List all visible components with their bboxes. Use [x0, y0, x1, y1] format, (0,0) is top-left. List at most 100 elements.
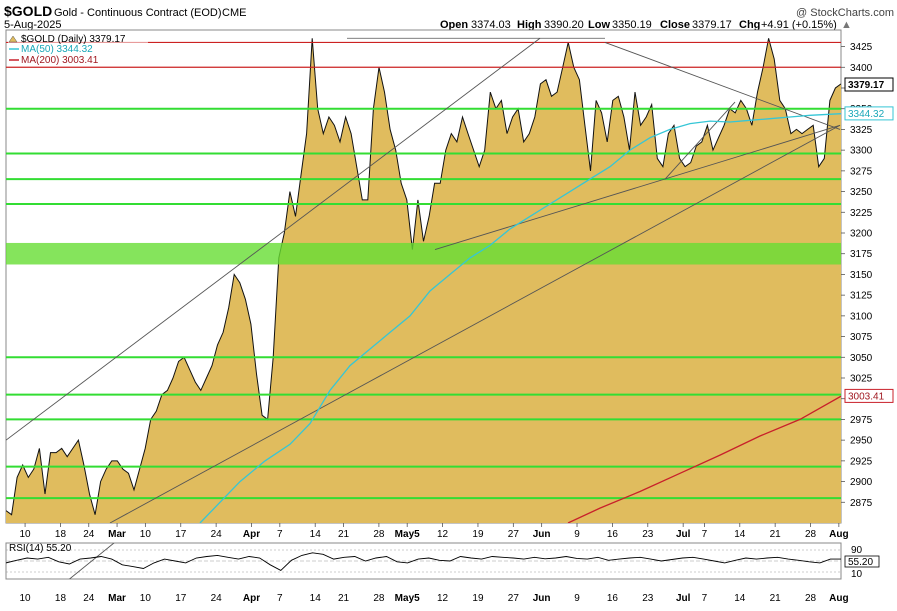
price-legend-icon	[8, 35, 18, 43]
x-tick-label: Jul	[676, 593, 691, 604]
x-tick-label: 23	[642, 529, 654, 540]
x-tick-label: 12	[437, 593, 449, 604]
exchange: CME	[222, 7, 246, 19]
chart-date: 5-Aug-2025	[4, 19, 62, 31]
y-tick-label: 2900	[850, 477, 873, 488]
high-label: High	[517, 19, 542, 31]
y-tick-label: 3075	[850, 332, 873, 343]
y-tick-label: 3250	[850, 187, 873, 198]
trend-line-extension	[68, 543, 115, 579]
y-tick-label: 3400	[850, 63, 873, 74]
x-tick-label: 18	[55, 529, 67, 540]
chg-label: Chg	[739, 19, 760, 31]
y-tick-label: 3125	[850, 291, 873, 302]
x-tick-label: 9	[574, 529, 580, 540]
x-tick-label: 28	[373, 593, 385, 604]
trend-line	[604, 42, 841, 130]
x-tick-label: 21	[338, 529, 350, 540]
x-tick-label: Apr	[243, 529, 260, 540]
x-tick-label: 14	[310, 529, 322, 540]
y-tick-label: 3275	[850, 166, 873, 177]
x-tick-label: Mar	[108, 593, 126, 604]
chg-arrow-icon: ▲	[841, 19, 852, 31]
x-tick-label: Apr	[243, 593, 260, 604]
y-tick-label: 3050	[850, 353, 873, 364]
x-tick-label: 24	[211, 529, 223, 540]
x-tick-label: 21	[770, 593, 782, 604]
x-tick-label: 28	[805, 593, 817, 604]
x-tick-label: 7	[277, 529, 283, 540]
y-tick-label: 3175	[850, 249, 873, 260]
trend-line	[109, 124, 841, 523]
legend-ma50: MA(50) 3344.32	[21, 44, 93, 55]
x-tick-label: Jun	[533, 529, 551, 540]
y-tick-label: 3300	[850, 146, 873, 157]
legend-price: $GOLD (Daily) 3379.17	[21, 34, 126, 45]
low-value: 3350.19	[612, 19, 652, 31]
x-tick-label: 10	[140, 529, 152, 540]
x-tick-label: 16	[607, 593, 619, 604]
x-tick-label: May5	[395, 593, 420, 604]
y-tick-label: 3025	[850, 374, 873, 385]
x-tick-label: 21	[770, 529, 782, 540]
x-tick-label: Aug	[829, 593, 848, 604]
open-value: 3374.03	[471, 19, 511, 31]
x-tick-label: 24	[211, 593, 223, 604]
high-value: 3390.20	[544, 19, 584, 31]
rsi-line	[6, 552, 841, 571]
y-tick-label: 3325	[850, 125, 873, 136]
x-tick-label: 19	[472, 529, 484, 540]
y-tick-label: 3200	[850, 229, 873, 240]
x-tick-label: 14	[734, 593, 746, 604]
y-tick-label: 3425	[850, 42, 873, 53]
x-tick-label: May5	[395, 529, 420, 540]
close-value: 3379.17	[692, 19, 732, 31]
price-area	[6, 38, 841, 523]
x-tick-label: Jun	[533, 593, 551, 604]
x-tick-label: 23	[642, 593, 654, 604]
x-tick-label: Aug	[829, 529, 848, 540]
ma50-value-tag: 3344.32	[848, 109, 885, 120]
x-tick-label: 9	[574, 593, 580, 604]
rsi-tick-10: 10	[851, 569, 863, 580]
x-tick-label: 17	[175, 529, 187, 540]
x-tick-label: 24	[83, 529, 95, 540]
x-tick-label: 7	[277, 593, 283, 604]
open-label: Open	[440, 19, 468, 31]
trend-line	[434, 124, 841, 251]
x-tick-label: 19	[472, 593, 484, 604]
x-tick-label: 10	[140, 593, 152, 604]
watermark: @ StockCharts.com	[796, 7, 894, 19]
y-tick-label: 3150	[850, 270, 873, 281]
x-tick-label: 27	[508, 529, 520, 540]
instrument-name: Gold - Continuous Contract (EOD)	[54, 7, 222, 19]
chg-value: +4.91 (+0.15%)	[761, 19, 837, 31]
x-tick-label: 28	[805, 529, 817, 540]
y-tick-label: 3225	[850, 208, 873, 219]
y-tick-label: 2925	[850, 456, 873, 467]
chart-header: $GOLD Gold - Continuous Contract (EOD) C…	[4, 3, 894, 31]
rsi-value-tag: 55.20	[848, 557, 873, 568]
support-zone	[6, 242, 841, 265]
x-tick-label: 27	[508, 593, 520, 604]
trend-line	[664, 101, 736, 180]
x-tick-label: 24	[83, 593, 95, 604]
x-tick-label: 7	[702, 593, 708, 604]
x-tick-label: 17	[175, 593, 187, 604]
x-tick-label: 18	[55, 593, 67, 604]
x-tick-label: Jul	[676, 529, 691, 540]
ma50-line	[199, 113, 841, 523]
value-tags: 3379.17 3344.32 3003.41	[844, 77, 894, 403]
symbol: $GOLD	[4, 3, 52, 19]
ma200-line	[567, 395, 841, 523]
y-tick-label: 2875	[850, 498, 873, 509]
ma200-value-tag: 3003.41	[848, 391, 885, 402]
x-tick-label: 21	[338, 593, 350, 604]
x-tick-label: 14	[734, 529, 746, 540]
y-tick-label: 2975	[850, 415, 873, 426]
x-tick-label: 16	[607, 529, 619, 540]
close-value-tag: 3379.17	[848, 80, 885, 91]
legend-ma200: MA(200) 3003.41	[21, 55, 99, 66]
legend: $GOLD (Daily) 3379.17 MA(50) 3344.32 MA(…	[8, 32, 148, 66]
